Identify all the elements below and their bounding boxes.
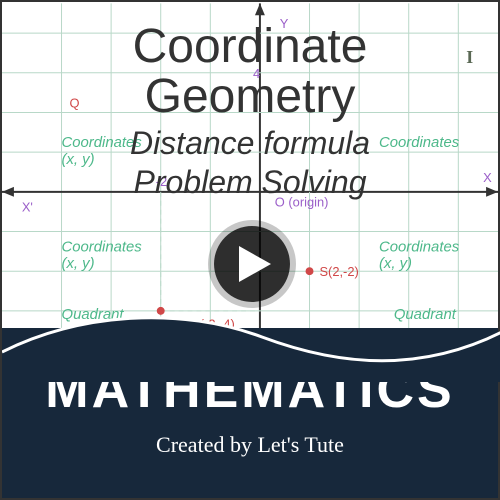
wave-divider bbox=[2, 302, 500, 382]
play-icon bbox=[239, 246, 271, 282]
svg-text:(x, y): (x, y) bbox=[62, 256, 95, 272]
brand-name: Let's Tute bbox=[257, 432, 344, 457]
title-line1: Coordinate bbox=[2, 22, 498, 72]
title-block: Coordinate Geometry Distance formula Pro… bbox=[2, 22, 498, 200]
subtitle-line1: Distance formula bbox=[2, 125, 498, 162]
subtitle-line2: Problem Solving bbox=[2, 164, 498, 201]
coord-label-q3: Coordinates bbox=[62, 239, 143, 255]
coord-label-q4: Coordinates bbox=[379, 239, 460, 255]
created-by-text: Created by bbox=[156, 432, 257, 457]
credit-line: Created by Let's Tute bbox=[156, 432, 344, 458]
title-line2: Geometry bbox=[2, 72, 498, 122]
svg-text:(x, y): (x, y) bbox=[379, 256, 412, 272]
x-axis-left-label: X' bbox=[22, 200, 33, 215]
thumbnail-card: Y X' X O (origin) -2 4 Coordinates (x, y… bbox=[0, 0, 500, 500]
play-button[interactable] bbox=[214, 226, 290, 302]
point-s: S(2,-2) bbox=[319, 264, 358, 279]
